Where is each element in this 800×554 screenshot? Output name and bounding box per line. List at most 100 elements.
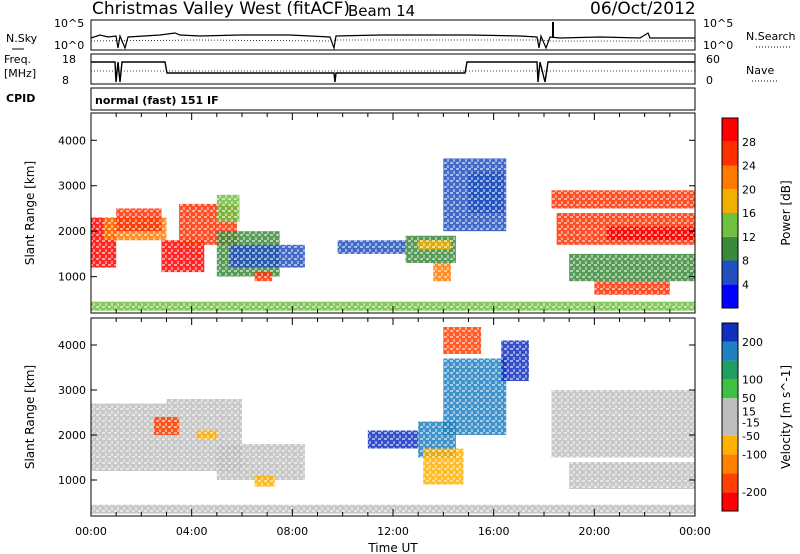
nsearch-tick-top: 10^5 xyxy=(703,17,733,30)
cpid-frame xyxy=(90,87,696,111)
power-colorbar-frame xyxy=(721,117,739,309)
power-colorbar-swatch xyxy=(722,118,738,142)
velocity-data-layer xyxy=(91,327,695,514)
power-data-texture-2 xyxy=(116,208,162,232)
power-data-texture-3 xyxy=(161,240,205,273)
nsky-frame xyxy=(90,19,696,51)
vel-colorbar-swatch xyxy=(722,398,738,417)
power-data-texture-10 xyxy=(405,235,456,263)
vel-colorbar-swatch xyxy=(722,341,738,361)
velocity-y-axis: 1000 2000 3000 4000 xyxy=(58,339,695,487)
time-tick-label: 04:00 xyxy=(176,525,208,538)
power-y-tick-label: 3000 xyxy=(58,180,86,193)
power-colorbar-tick-label: 8 xyxy=(742,255,749,268)
vel-data-texture-2 xyxy=(196,430,217,440)
freq-unit: [MHz] xyxy=(4,67,36,80)
power-x-axis xyxy=(90,113,696,313)
cpid-label: CPID xyxy=(6,92,35,105)
vel-colorbar-swatch xyxy=(722,473,738,493)
power-data-texture-19 xyxy=(594,281,670,295)
power-data-texture-8 xyxy=(229,244,305,268)
vel-colorbar-swatch xyxy=(722,417,738,436)
freq-tick-bottom: 8 xyxy=(62,74,69,87)
vel-colorbar-tick-label: -15 xyxy=(742,417,760,430)
power-data-texture-14 xyxy=(468,172,504,213)
vel-data-texture-5 xyxy=(254,475,275,487)
vel-colorbar-swatch xyxy=(722,360,738,380)
nsky-tick-bottom: 10^0 xyxy=(54,39,84,52)
time-tick-label: 00:00 xyxy=(679,525,711,538)
vel-colorbar-tick-label: 50 xyxy=(742,392,756,405)
time-tick-label: 00:00 xyxy=(75,525,107,538)
vel-data-texture-9 xyxy=(443,358,507,435)
power-data-texture-9 xyxy=(337,240,406,254)
nsky-tick-top: 10^5 xyxy=(54,17,84,30)
power-colorbar-swatch xyxy=(722,141,738,166)
power-data-layer xyxy=(91,158,695,311)
time-tick-label: 08:00 xyxy=(276,525,308,538)
nave-tick-top: 60 xyxy=(706,53,720,66)
power-data-texture-17 xyxy=(606,226,695,241)
vel-data-texture-13 xyxy=(569,462,695,489)
vel-colorbar-tick-label: 15 xyxy=(742,405,756,418)
vel-y-tick-label: 4000 xyxy=(58,339,86,352)
vel-colorbar-swatch xyxy=(722,435,738,455)
nsearch-trace xyxy=(90,39,695,42)
freq-frame xyxy=(90,53,696,85)
vel-data-texture-6 xyxy=(367,430,419,449)
vel-data-texture-0 xyxy=(91,403,167,471)
nave-tick-bottom: 0 xyxy=(706,74,713,87)
power-ylabel: Slant Range [km] xyxy=(23,161,37,265)
vel-colorbar-tick-label: 200 xyxy=(742,336,763,349)
power-colorbar-tick-label: 24 xyxy=(742,160,756,173)
power-data-texture-15 xyxy=(551,190,695,209)
time-axis-title: Time UT xyxy=(367,541,418,554)
power-colorbar-tick-label: 4 xyxy=(742,278,749,291)
power-colorbar-swatch xyxy=(722,213,738,237)
power-data-texture-5 xyxy=(216,194,240,223)
time-tick-label: 16:00 xyxy=(478,525,510,538)
power-data-texture-11 xyxy=(418,240,451,250)
time-tick-label: 12:00 xyxy=(377,525,409,538)
vel-data-texture-8 xyxy=(423,448,464,485)
plot-title: Christmas Valley West (fitACF) xyxy=(92,0,350,19)
velocity-colorbar-label: Velocity [m s^-1] xyxy=(779,365,793,469)
power-colorbar-swatch xyxy=(722,260,738,285)
vel-colorbar-tick-label: -200 xyxy=(742,486,767,499)
power-colorbar-swatch xyxy=(722,284,738,308)
nsky-label: N.Sky xyxy=(6,32,38,45)
velocity-panel: Slant Range [km] 1000 2000 3000 4000 200 100… xyxy=(23,317,793,517)
nsky-panel: N.Sky 10^5 10^0 10^5 10^0 N.Search xyxy=(6,17,796,52)
velocity-ylabel: Slant Range [km] xyxy=(23,365,37,469)
cpid-value: normal (fast) 151 IF xyxy=(95,94,219,107)
velocity-x-axis xyxy=(90,318,696,516)
power-data-texture-18 xyxy=(569,253,695,282)
vel-colorbar-tick-label: -100 xyxy=(742,449,767,462)
power-colorbar-swatch xyxy=(722,236,738,261)
power-colorbar-swatch xyxy=(722,165,738,190)
freq-trace xyxy=(91,61,695,83)
vel-colorbar-frame xyxy=(721,322,739,512)
power-colorbar-tick-label: 28 xyxy=(742,136,756,149)
vel-y-tick-label: 1000 xyxy=(58,474,86,487)
power-y-tick-label: 4000 xyxy=(58,134,86,147)
freq-label: Freq. xyxy=(4,53,31,66)
power-colorbar-tick-label: 16 xyxy=(742,207,756,220)
vel-colorbar-swatch xyxy=(722,379,738,399)
vel-data-texture-11 xyxy=(443,327,482,354)
power-colorbar-swatch xyxy=(722,189,738,213)
nsearch-tick-bottom: 10^0 xyxy=(703,39,733,52)
vel-data-texture-12 xyxy=(551,390,695,458)
freq-tick-top: 18 xyxy=(62,53,76,66)
power-colorbar-tick-label: 12 xyxy=(742,231,756,244)
nsearch-label: N.Search xyxy=(746,30,796,43)
vel-colorbar-swatch xyxy=(722,323,738,342)
power-y-tick-label: 1000 xyxy=(58,271,86,284)
power-y-axis: 1000 2000 3000 4000 xyxy=(58,134,695,284)
date-label: 06/Oct/2012 xyxy=(590,0,696,19)
nave-label: Nave xyxy=(746,64,774,77)
vel-data-texture-4 xyxy=(216,444,305,480)
